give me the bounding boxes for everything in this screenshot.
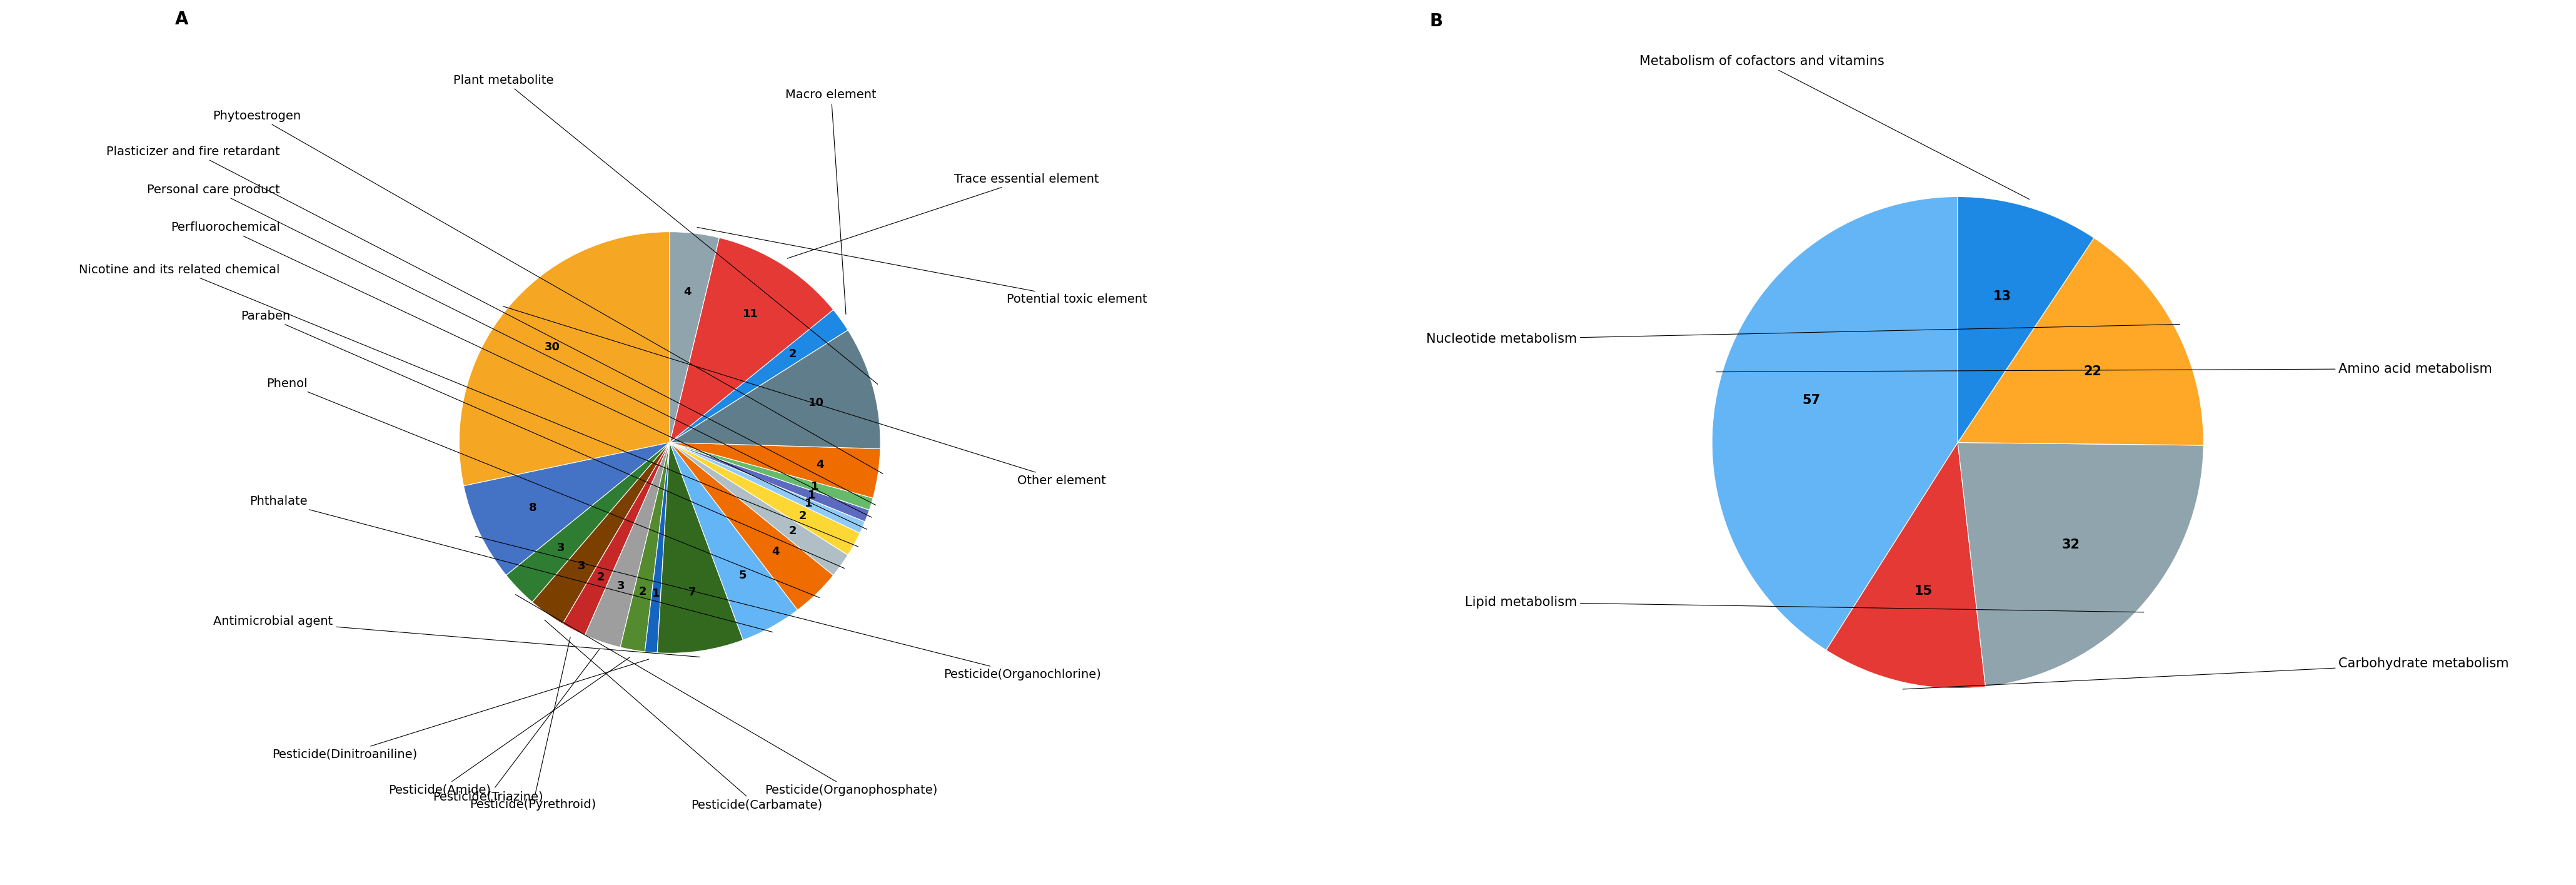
Wedge shape (1958, 238, 2202, 445)
Text: 15: 15 (1914, 585, 1932, 597)
Wedge shape (585, 442, 670, 647)
Text: Plant metabolite: Plant metabolite (453, 74, 878, 384)
Wedge shape (670, 442, 860, 555)
Text: 2: 2 (598, 572, 605, 583)
Text: 4: 4 (770, 546, 781, 557)
Wedge shape (533, 442, 670, 624)
Wedge shape (621, 442, 670, 651)
Text: 8: 8 (528, 502, 536, 513)
Text: B: B (1430, 12, 1443, 30)
Text: 1: 1 (804, 498, 811, 509)
Text: Pesticide(Organochlorine): Pesticide(Organochlorine) (477, 536, 1100, 681)
Text: 4: 4 (683, 286, 690, 297)
Wedge shape (1826, 442, 1986, 689)
Wedge shape (459, 232, 670, 486)
Wedge shape (657, 442, 742, 653)
Wedge shape (670, 442, 799, 640)
Text: 2: 2 (788, 349, 796, 359)
Text: 1: 1 (811, 481, 819, 492)
Text: Pesticide(Pyrethroid): Pesticide(Pyrethroid) (469, 637, 595, 811)
Text: 1: 1 (652, 588, 659, 599)
Text: 3: 3 (556, 543, 564, 554)
Text: Pesticide(Amide): Pesticide(Amide) (389, 657, 631, 796)
Text: 32: 32 (2061, 538, 2079, 550)
Wedge shape (670, 442, 868, 521)
Text: 2: 2 (788, 526, 796, 536)
Wedge shape (464, 442, 670, 575)
Text: Pesticide(Triazine): Pesticide(Triazine) (433, 650, 600, 803)
Wedge shape (507, 442, 670, 602)
Text: Lipid metabolism: Lipid metabolism (1466, 596, 2143, 612)
Text: 3: 3 (618, 581, 626, 592)
Wedge shape (670, 442, 873, 510)
Text: Pesticide(Organophosphate): Pesticide(Organophosphate) (515, 595, 938, 796)
Text: Trace essential element: Trace essential element (788, 173, 1100, 258)
Wedge shape (670, 442, 848, 575)
Wedge shape (670, 442, 881, 498)
Wedge shape (670, 310, 848, 442)
Text: A: A (175, 11, 188, 28)
Text: Antimicrobial agent: Antimicrobial agent (214, 616, 701, 657)
Text: Other element: Other element (502, 306, 1105, 487)
Text: Paraben: Paraben (242, 310, 845, 568)
Text: Nucleotide metabolism: Nucleotide metabolism (1427, 324, 2179, 345)
Wedge shape (1958, 442, 2202, 687)
Wedge shape (670, 330, 881, 449)
Text: Carbohydrate metabolism: Carbohydrate metabolism (1904, 658, 2509, 689)
Text: 13: 13 (1994, 290, 2012, 303)
Text: 2: 2 (639, 586, 647, 597)
Text: Pesticide(Dinitroaniline): Pesticide(Dinitroaniline) (273, 659, 649, 760)
Text: 22: 22 (2084, 365, 2102, 378)
Text: Metabolism of cofactors and vitamins: Metabolism of cofactors and vitamins (1638, 55, 2030, 199)
Text: 30: 30 (544, 342, 559, 352)
Text: 4: 4 (817, 459, 824, 471)
Text: 3: 3 (577, 560, 585, 572)
Text: 7: 7 (688, 587, 696, 598)
Text: Nicotine and its related chemical: Nicotine and its related chemical (80, 264, 858, 547)
Wedge shape (670, 232, 719, 442)
Text: 11: 11 (742, 309, 757, 319)
Wedge shape (670, 238, 832, 442)
Text: 1: 1 (809, 489, 817, 501)
Text: 10: 10 (809, 396, 824, 408)
Text: 57: 57 (1803, 394, 1821, 406)
Wedge shape (670, 442, 866, 533)
Text: Perfluorochemical: Perfluorochemical (170, 221, 866, 529)
Wedge shape (644, 442, 670, 653)
Wedge shape (670, 442, 832, 610)
Wedge shape (1958, 196, 2094, 442)
Text: Phenol: Phenol (265, 378, 819, 597)
Text: Potential toxic element: Potential toxic element (698, 227, 1146, 305)
Text: 5: 5 (739, 570, 747, 581)
Text: Macro element: Macro element (786, 88, 876, 314)
Wedge shape (562, 442, 670, 635)
Text: 2: 2 (799, 510, 806, 521)
Text: Plasticizer and fire retardant: Plasticizer and fire retardant (106, 146, 876, 505)
Text: Phytoestrogen: Phytoestrogen (214, 110, 884, 473)
Wedge shape (1713, 196, 1958, 650)
Text: Pesticide(Carbamate): Pesticide(Carbamate) (544, 620, 822, 811)
Text: Personal care product: Personal care product (147, 184, 871, 518)
Text: Amino acid metabolism: Amino acid metabolism (1716, 363, 2494, 375)
Text: Phthalate: Phthalate (250, 496, 773, 632)
